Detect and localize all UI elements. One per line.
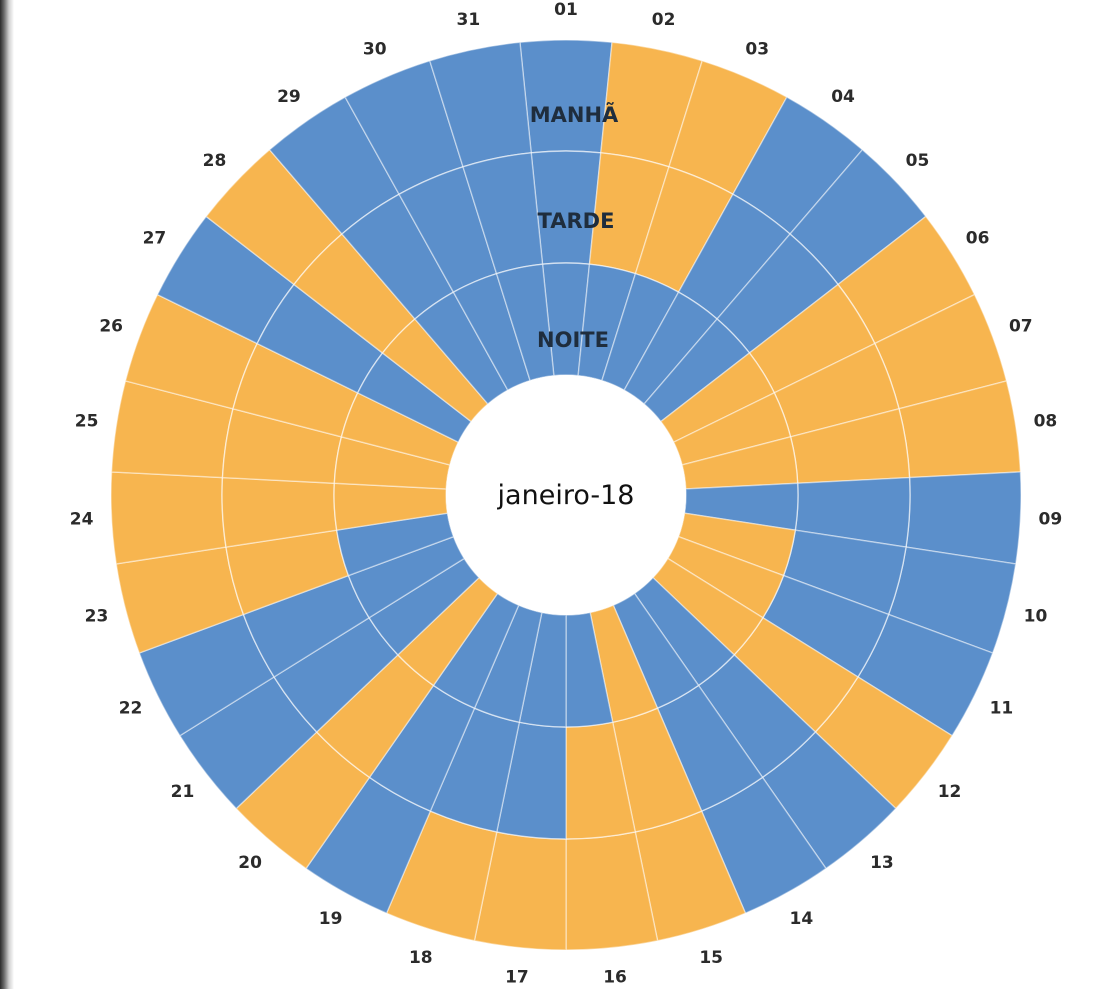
day-label-26: 26 <box>99 317 123 337</box>
tarde-manha-divider <box>221 150 911 840</box>
day-label-16: 16 <box>603 968 627 988</box>
day-label-04: 04 <box>831 87 855 107</box>
day-label-18: 18 <box>409 948 433 968</box>
day-label-13: 13 <box>870 853 894 873</box>
day-label-27: 27 <box>143 228 167 248</box>
day-01-tarde-cell <box>530 150 602 265</box>
scan-edge <box>0 0 14 989</box>
day-label-21: 21 <box>171 782 195 802</box>
ring-label-tarde: TARDE <box>538 209 615 233</box>
ring-label-manha: MANHÃ <box>530 102 619 127</box>
day-label-group: 01 02 03 04 05 06 07 08 09 10 11 12 13 14 15 16 17 18 19 20… <box>70 0 1062 988</box>
day-label-02: 02 <box>652 10 676 30</box>
day-label-25: 25 <box>75 412 99 432</box>
day-label-24: 24 <box>70 510 94 530</box>
day-label-11: 11 <box>990 699 1014 719</box>
day-label-30: 30 <box>363 39 387 59</box>
center-hole <box>446 375 686 615</box>
day-label-31: 31 <box>457 10 481 30</box>
day-01-manha-cell <box>519 39 613 154</box>
day-label-09: 09 <box>1039 510 1063 530</box>
day-label-23: 23 <box>85 607 109 627</box>
noite-tarde-divider <box>333 262 799 728</box>
center-label: janeiro-18 <box>497 480 635 511</box>
day-label-12: 12 <box>938 782 962 802</box>
day-label-22: 22 <box>119 699 143 719</box>
day-label-01: 01 <box>554 0 578 20</box>
day-label-10: 10 <box>1024 607 1048 627</box>
day-label-17: 17 <box>505 968 529 988</box>
day-label-15: 15 <box>699 948 723 968</box>
ring-label-noite: NOITE <box>537 328 609 352</box>
day-label-14: 14 <box>790 909 814 929</box>
day-label-19: 19 <box>319 909 343 929</box>
day-label-07: 07 <box>1009 317 1033 337</box>
day-label-29: 29 <box>277 87 301 107</box>
ring-border-group <box>221 150 911 840</box>
day-label-28: 28 <box>203 151 227 171</box>
day-label-03: 03 <box>745 39 769 59</box>
day-label-20: 20 <box>238 853 262 873</box>
day-label-06: 06 <box>966 228 990 248</box>
day-24-manha-cell <box>110 471 227 565</box>
sector-group <box>110 39 1022 951</box>
day-label-05: 05 <box>906 151 930 171</box>
day-label-08: 08 <box>1034 412 1058 432</box>
